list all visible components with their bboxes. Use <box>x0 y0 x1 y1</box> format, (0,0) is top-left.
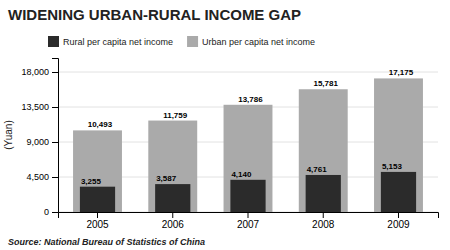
data-label: 3,587 <box>156 174 177 183</box>
legend-label: Urban per capita net income <box>202 37 315 47</box>
y-axis-line <box>52 59 59 213</box>
y-tick-label: 13,500 <box>21 102 49 112</box>
y-tick-mark <box>52 177 58 178</box>
y-tick: 18,000 <box>21 67 58 77</box>
source: Source: National Bureau of Statistics of… <box>8 237 205 247</box>
y-tick: 0 <box>44 207 58 217</box>
legend-item: Urban per capita net income <box>187 36 315 47</box>
y-tick: 9,000 <box>26 137 58 147</box>
data-labels: 3,255 3,587 4,140 4,761 5,153 10,493 11,759 13,… <box>81 68 414 185</box>
y-tick-label: 4,500 <box>26 172 49 182</box>
y-tick: 4,500 <box>26 172 58 182</box>
data-label: 10,493 <box>88 120 113 129</box>
x-tick-label: 2007 <box>237 219 260 230</box>
legend-item: Rural per capita net income <box>48 36 173 47</box>
x-axis: 2005 2006 2007 2008 2009 <box>59 212 439 230</box>
x-tick: 2009 <box>387 212 410 230</box>
bar <box>80 187 115 212</box>
y-axis: 0 4,500 9,000 13,500 18,000 <box>21 59 58 218</box>
title: WIDENING URBAN-RURAL INCOME GAP <box>8 6 301 23</box>
x-axis-line <box>59 213 439 219</box>
y-tick-label: 9,000 <box>26 137 49 147</box>
data-label: 15,781 <box>313 79 338 88</box>
bar <box>155 184 190 212</box>
bar <box>381 172 416 212</box>
bar <box>73 130 122 212</box>
x-tick: 2005 <box>86 212 109 230</box>
y-tick-mark <box>52 212 58 213</box>
bar <box>299 89 348 212</box>
x-tick-mark <box>172 212 173 218</box>
x-tick-mark <box>398 212 399 218</box>
data-label: 3,255 <box>81 177 102 186</box>
legend-swatch <box>187 36 198 47</box>
x-tick-mark <box>323 212 324 218</box>
x-tick: 2008 <box>312 212 335 230</box>
x-tick-label: 2006 <box>162 219 185 230</box>
bar <box>374 78 423 212</box>
x-tick: 2007 <box>237 212 260 230</box>
x-tick: 2006 <box>162 212 185 230</box>
y-axis-title: (Yuan) <box>3 120 14 149</box>
y-tick-label: 18,000 <box>21 67 49 77</box>
data-label: 4,761 <box>307 165 328 174</box>
y-tick-mark <box>52 72 58 73</box>
data-label: 17,175 <box>389 68 414 77</box>
data-label: 13,786 <box>238 95 263 104</box>
grid <box>58 72 438 212</box>
bar-series <box>73 78 423 212</box>
y-tick-mark <box>52 142 58 143</box>
bar <box>230 180 265 212</box>
data-label: 4,140 <box>231 170 252 179</box>
legend-swatch <box>48 36 59 47</box>
x-tick-label: 2009 <box>387 219 410 230</box>
data-label: 5,153 <box>382 162 403 171</box>
x-tick-label: 2005 <box>86 219 109 230</box>
x-tick-mark <box>97 212 98 218</box>
y-tick-mark <box>52 107 58 108</box>
x-tick-mark <box>248 212 249 218</box>
y-tick-label: 0 <box>44 207 49 217</box>
bars <box>73 78 423 212</box>
legend: Rural per capita net income Urban per cap… <box>48 36 315 47</box>
bar <box>148 121 197 212</box>
data-label: 11,759 <box>163 111 188 120</box>
y-tick: 13,500 <box>21 102 58 112</box>
bar <box>306 175 341 212</box>
grid-line <box>58 72 438 73</box>
chart: WIDENING URBAN-RURAL INCOME GAP200520062… <box>0 0 450 250</box>
bar <box>224 105 273 212</box>
legend-label: Rural per capita net income <box>63 37 173 47</box>
x-tick-label: 2008 <box>312 219 335 230</box>
